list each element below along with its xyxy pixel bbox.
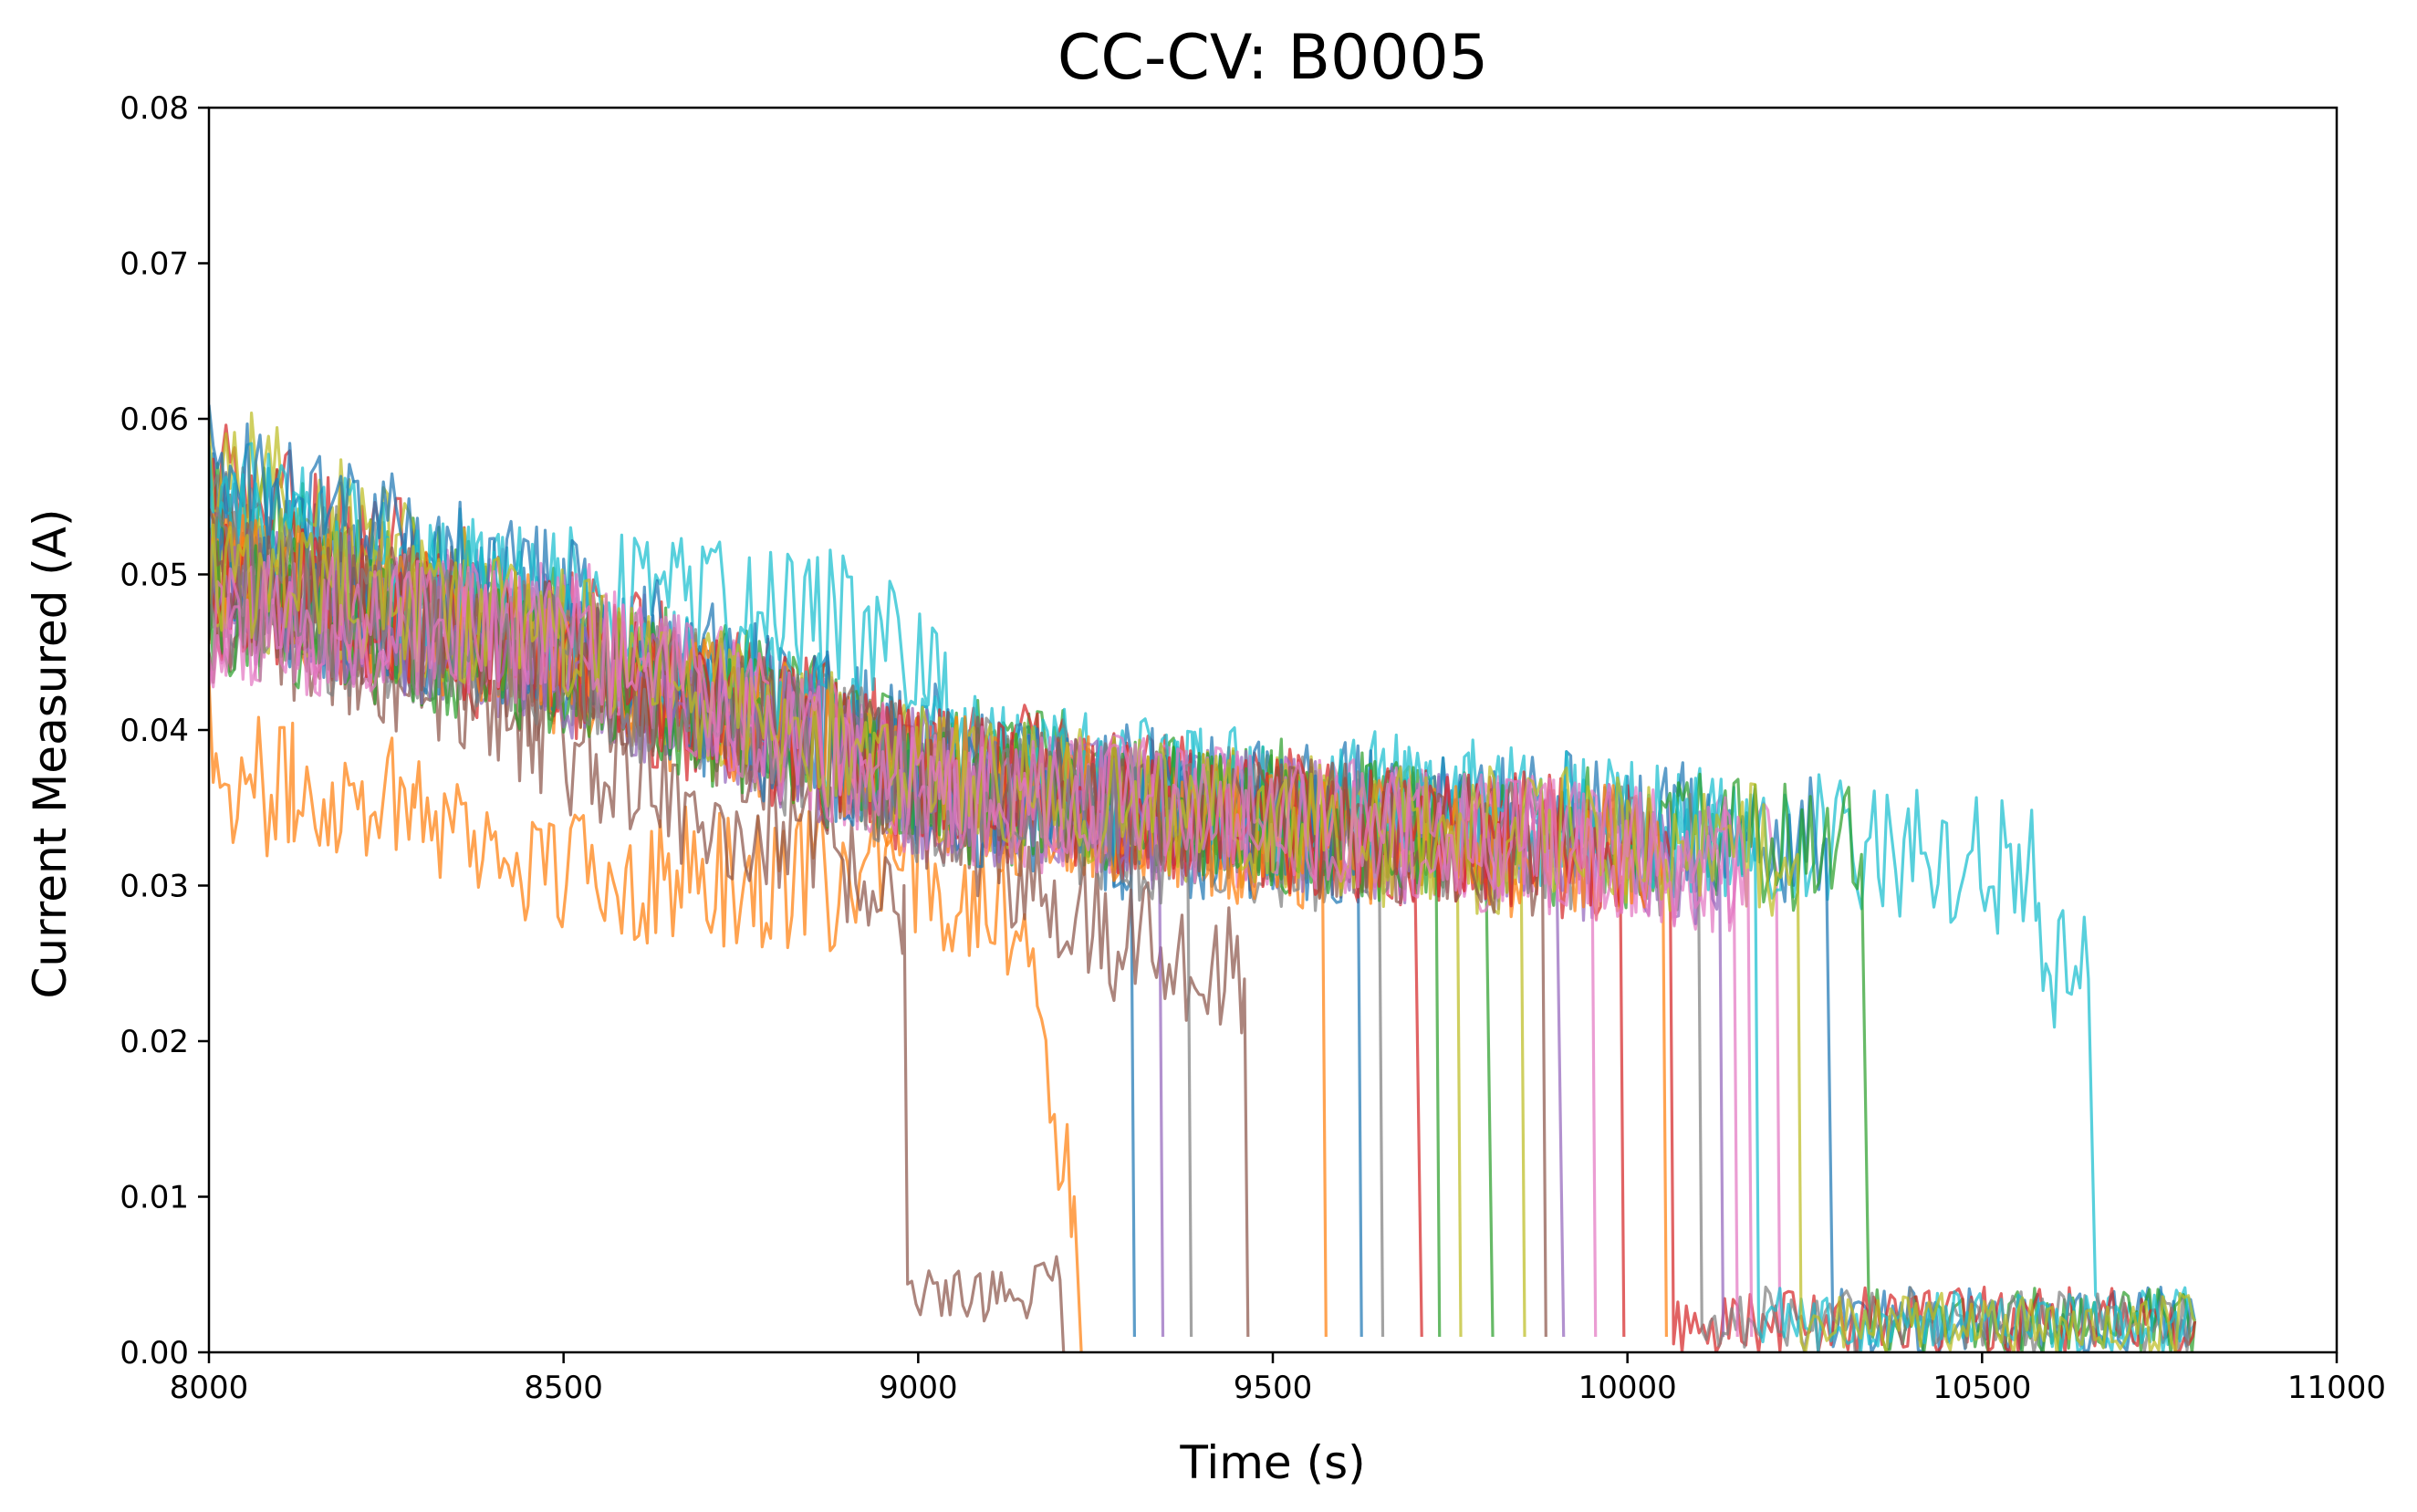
y-axis-label: Current Measured (A) [24, 508, 77, 998]
x-axis-label: Time (s) [1179, 1436, 1365, 1489]
y-axis-ticks: 0.00 0.01 0.02 0.03 0.04 0.05 0.06 0.07 0.08 [120, 90, 209, 1371]
y-tick-label: 0.05 [120, 558, 189, 594]
x-axis-ticks: 8000 8500 9000 9500 10000 10500 11000 [170, 1352, 2386, 1406]
x-tick-label: 8000 [170, 1370, 249, 1406]
series-line-29 [209, 507, 2196, 1352]
series-line-30 [209, 556, 1754, 1338]
y-tick-label: 0.01 [120, 1180, 189, 1216]
y-tick-label: 0.04 [120, 713, 189, 749]
x-tick-label: 9000 [879, 1370, 958, 1406]
x-tick-label: 10000 [1578, 1370, 1677, 1406]
series-line-2 [209, 678, 1083, 1352]
x-tick-label: 11000 [2287, 1370, 2386, 1406]
y-tick-label: 0.07 [120, 246, 189, 283]
y-tick-label: 0.00 [120, 1335, 189, 1371]
y-tick-label: 0.03 [120, 869, 189, 905]
chart-title: CC-CV: B0005 [1057, 22, 1488, 94]
x-tick-label: 10500 [1933, 1370, 2031, 1406]
x-tick-label: 9500 [1234, 1370, 1313, 1406]
y-tick-label: 0.08 [120, 90, 189, 127]
x-tick-label: 8500 [524, 1370, 603, 1406]
y-tick-label: 0.06 [120, 401, 189, 438]
series-layer [209, 404, 2197, 1352]
y-tick-label: 0.02 [120, 1024, 189, 1060]
